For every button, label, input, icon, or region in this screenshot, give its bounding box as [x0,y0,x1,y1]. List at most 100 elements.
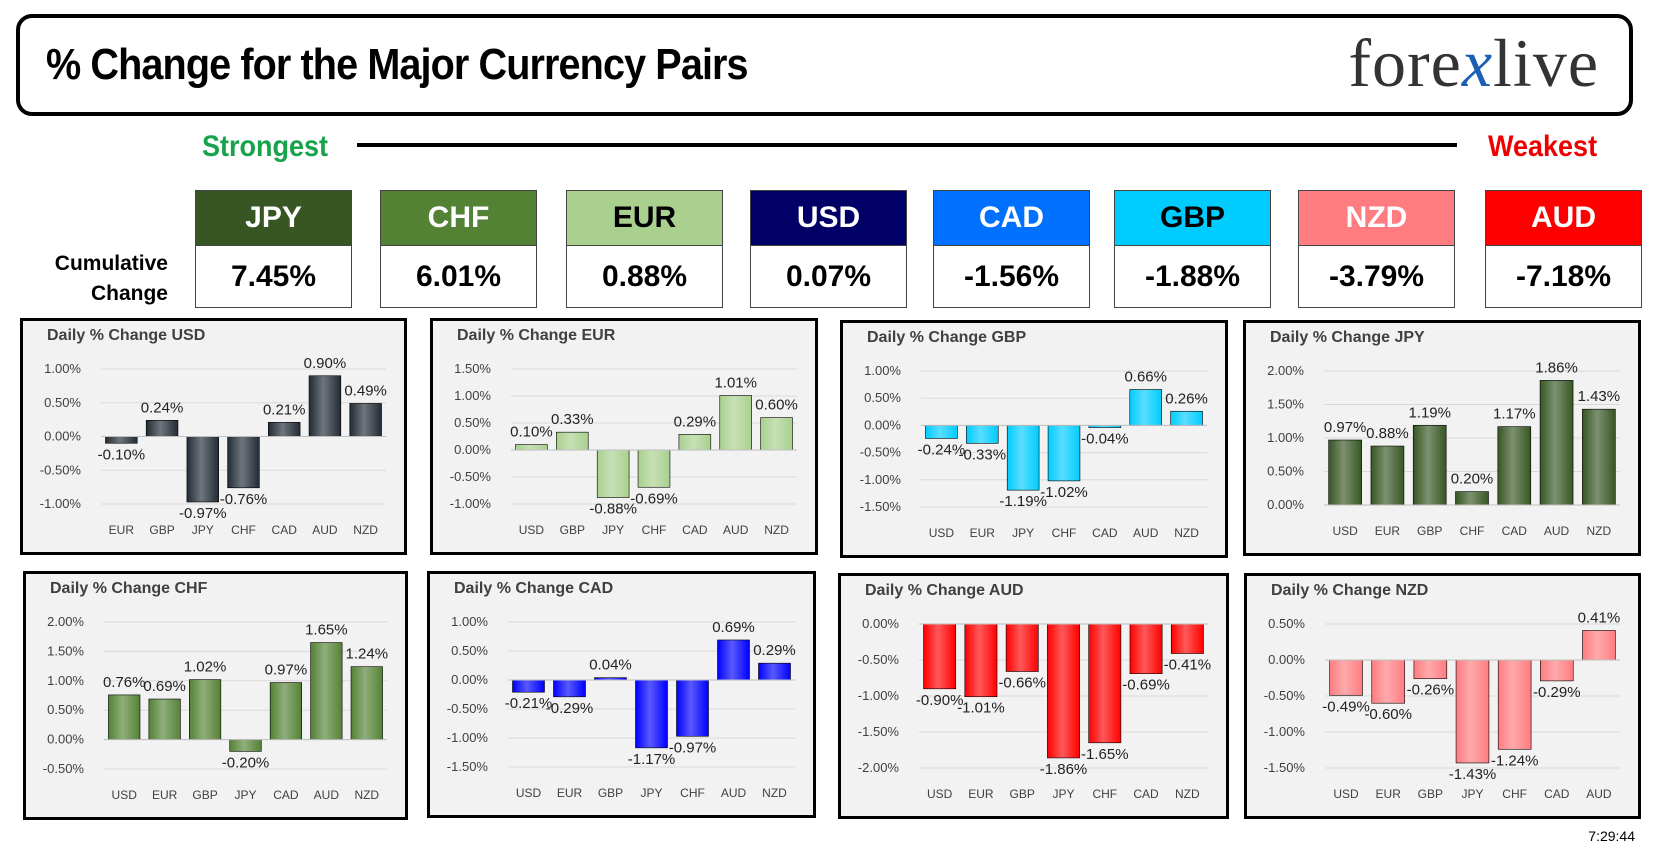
y-tick-label: 0.00% [864,417,901,432]
data-label: 0.90% [304,355,347,372]
currency-cumulative-value: 0.88% [567,246,722,307]
x-tick-label: CAD [682,523,708,537]
data-label: -0.90% [916,692,964,709]
data-label: -0.26% [1407,682,1455,699]
data-label: 0.66% [1124,368,1167,385]
bar [1047,425,1081,482]
y-tick-label: 0.00% [454,442,491,457]
data-label: -0.49% [1322,698,1370,715]
bar [553,679,586,698]
bar [676,679,709,737]
y-tick-label: 0.50% [1267,464,1304,479]
currency-box-eur: EUR 0.88% [566,190,723,308]
data-label: 0.24% [141,399,184,416]
data-label: -0.21% [505,695,553,712]
x-tick-label: JPY [1052,787,1074,801]
x-tick-label: CAD [273,788,299,802]
bar [189,679,222,740]
y-tick-label: 1.50% [454,361,491,376]
currency-name: USD [751,191,906,246]
currency-box-usd: USD 0.07% [750,190,907,308]
data-label: -1.65% [1081,746,1129,763]
bar [760,417,793,451]
x-tick-label: EUR [970,526,996,540]
cumulative-label-line2: Change [90,282,168,305]
chart-title: Daily % Change USD [47,327,206,344]
y-tick-label: -0.50% [450,469,492,484]
y-tick-label: 0.50% [47,702,84,717]
x-tick-label: USD [519,523,545,537]
data-label: -0.29% [1533,684,1581,701]
header-box: % Change for the Major Currency Pairs fo… [16,14,1633,116]
bar [108,694,141,740]
x-tick-label: AUD [314,788,340,802]
bar [1129,389,1162,426]
bar [1129,623,1163,674]
logo-x: x [1461,25,1494,101]
y-tick-label: 0.50% [451,643,488,658]
bar [1329,659,1363,696]
bar [1455,659,1490,764]
logo-text-right: live [1493,25,1599,101]
bar [1413,659,1448,680]
bar [105,436,138,444]
data-label: 0.97% [265,662,308,679]
chart-panel-8: Daily % Change NZD 0.50% 0.00% -0.50% -1.00%… [1244,573,1641,819]
x-tick-label: GBP [192,788,217,802]
data-label: 0.04% [589,657,632,674]
y-tick-label: 0.00% [1267,497,1304,512]
currency-box-cad: CAD -1.56% [933,190,1090,308]
y-tick-label: -1.50% [860,499,902,514]
data-label: -1.01% [957,700,1005,717]
x-tick-label: JPY [602,523,624,537]
x-tick-label: NZD [1174,526,1199,540]
y-tick-label: 0.00% [451,672,488,687]
y-tick-label: -0.50% [1264,688,1306,703]
chart-title: Daily % Change CAD [454,580,614,597]
x-tick-label: AUD [1133,526,1159,540]
y-tick-label: -1.50% [858,724,900,739]
bar [678,434,712,451]
bar [1170,410,1203,426]
data-label: 1.43% [1578,388,1621,405]
bar [512,679,545,693]
chart-title: Daily % Change AUD [865,582,1024,599]
bar [186,436,219,503]
y-tick-label: 1.00% [451,614,488,629]
bar [556,431,589,451]
x-tick-label: EUR [1375,524,1401,538]
bar [1582,408,1616,506]
x-tick-label: CHF [1092,787,1117,801]
bar [925,425,958,439]
data-label: -0.20% [222,754,270,771]
y-tick-label: -0.50% [860,445,902,460]
currency-name: NZD [1299,191,1454,246]
x-tick-label: CAD [1092,526,1118,540]
bar [227,436,260,489]
bar [637,449,671,488]
y-tick-label: 0.50% [1268,616,1305,631]
currency-cumulative-value: -3.79% [1299,246,1454,307]
chart-title: Daily % Change GBP [867,329,1027,346]
x-tick-label: USD [929,526,955,540]
y-tick-label: -0.50% [40,462,82,477]
bar [1006,425,1040,491]
data-label: -1.86% [1040,761,1088,778]
bar [1088,623,1122,744]
x-tick-label: USD [516,786,542,800]
x-tick-label: EUR [1376,787,1402,801]
y-tick-label: -1.50% [447,759,489,774]
x-tick-label: NZD [764,523,789,537]
y-tick-label: 1.00% [47,673,84,688]
bar [269,682,302,740]
y-tick-label: -1.00% [450,496,492,511]
x-tick-label: NZD [1587,524,1612,538]
currency-name: CHF [381,191,536,246]
chart-title: Daily % Change NZD [1271,582,1429,599]
y-tick-label: 1.00% [1267,430,1304,445]
data-label: -1.17% [628,751,676,768]
bar [1005,623,1039,672]
data-label: -0.88% [589,501,637,518]
y-tick-label: 1.50% [1267,397,1304,412]
data-label: 1.02% [184,659,227,676]
